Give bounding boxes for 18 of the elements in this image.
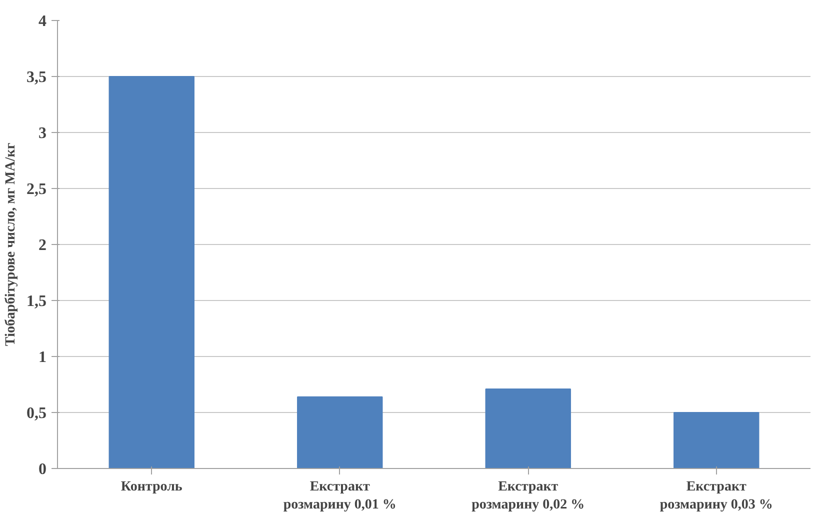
x-tick-label: Контроль [120, 480, 183, 494]
y-tick-label: 1,5 [26, 293, 46, 310]
bar [674, 412, 760, 468]
y-tick-label: 2,5 [26, 181, 46, 198]
bar [485, 388, 571, 468]
bar [108, 76, 194, 468]
y-tick-label: 0 [38, 461, 46, 478]
y-tick-label: 3,5 [26, 69, 46, 86]
x-tick-label: Екстракт розмарину 0,01 % [283, 480, 396, 512]
y-axis-title: Тіобарбітурове число, мг МА/кг [4, 142, 18, 346]
y-tick-label: 1 [38, 349, 46, 366]
x-tick-label: Екстракт розмарину 0,03 % [660, 480, 773, 512]
x-tick-label: Екстракт розмарину 0,02 % [472, 480, 585, 512]
bar [297, 396, 383, 468]
y-tick-label: 4 [38, 13, 46, 30]
y-tick-label: 3 [38, 125, 46, 142]
y-tick-label: 0,5 [26, 405, 46, 422]
y-tick-label: 2 [38, 237, 46, 254]
